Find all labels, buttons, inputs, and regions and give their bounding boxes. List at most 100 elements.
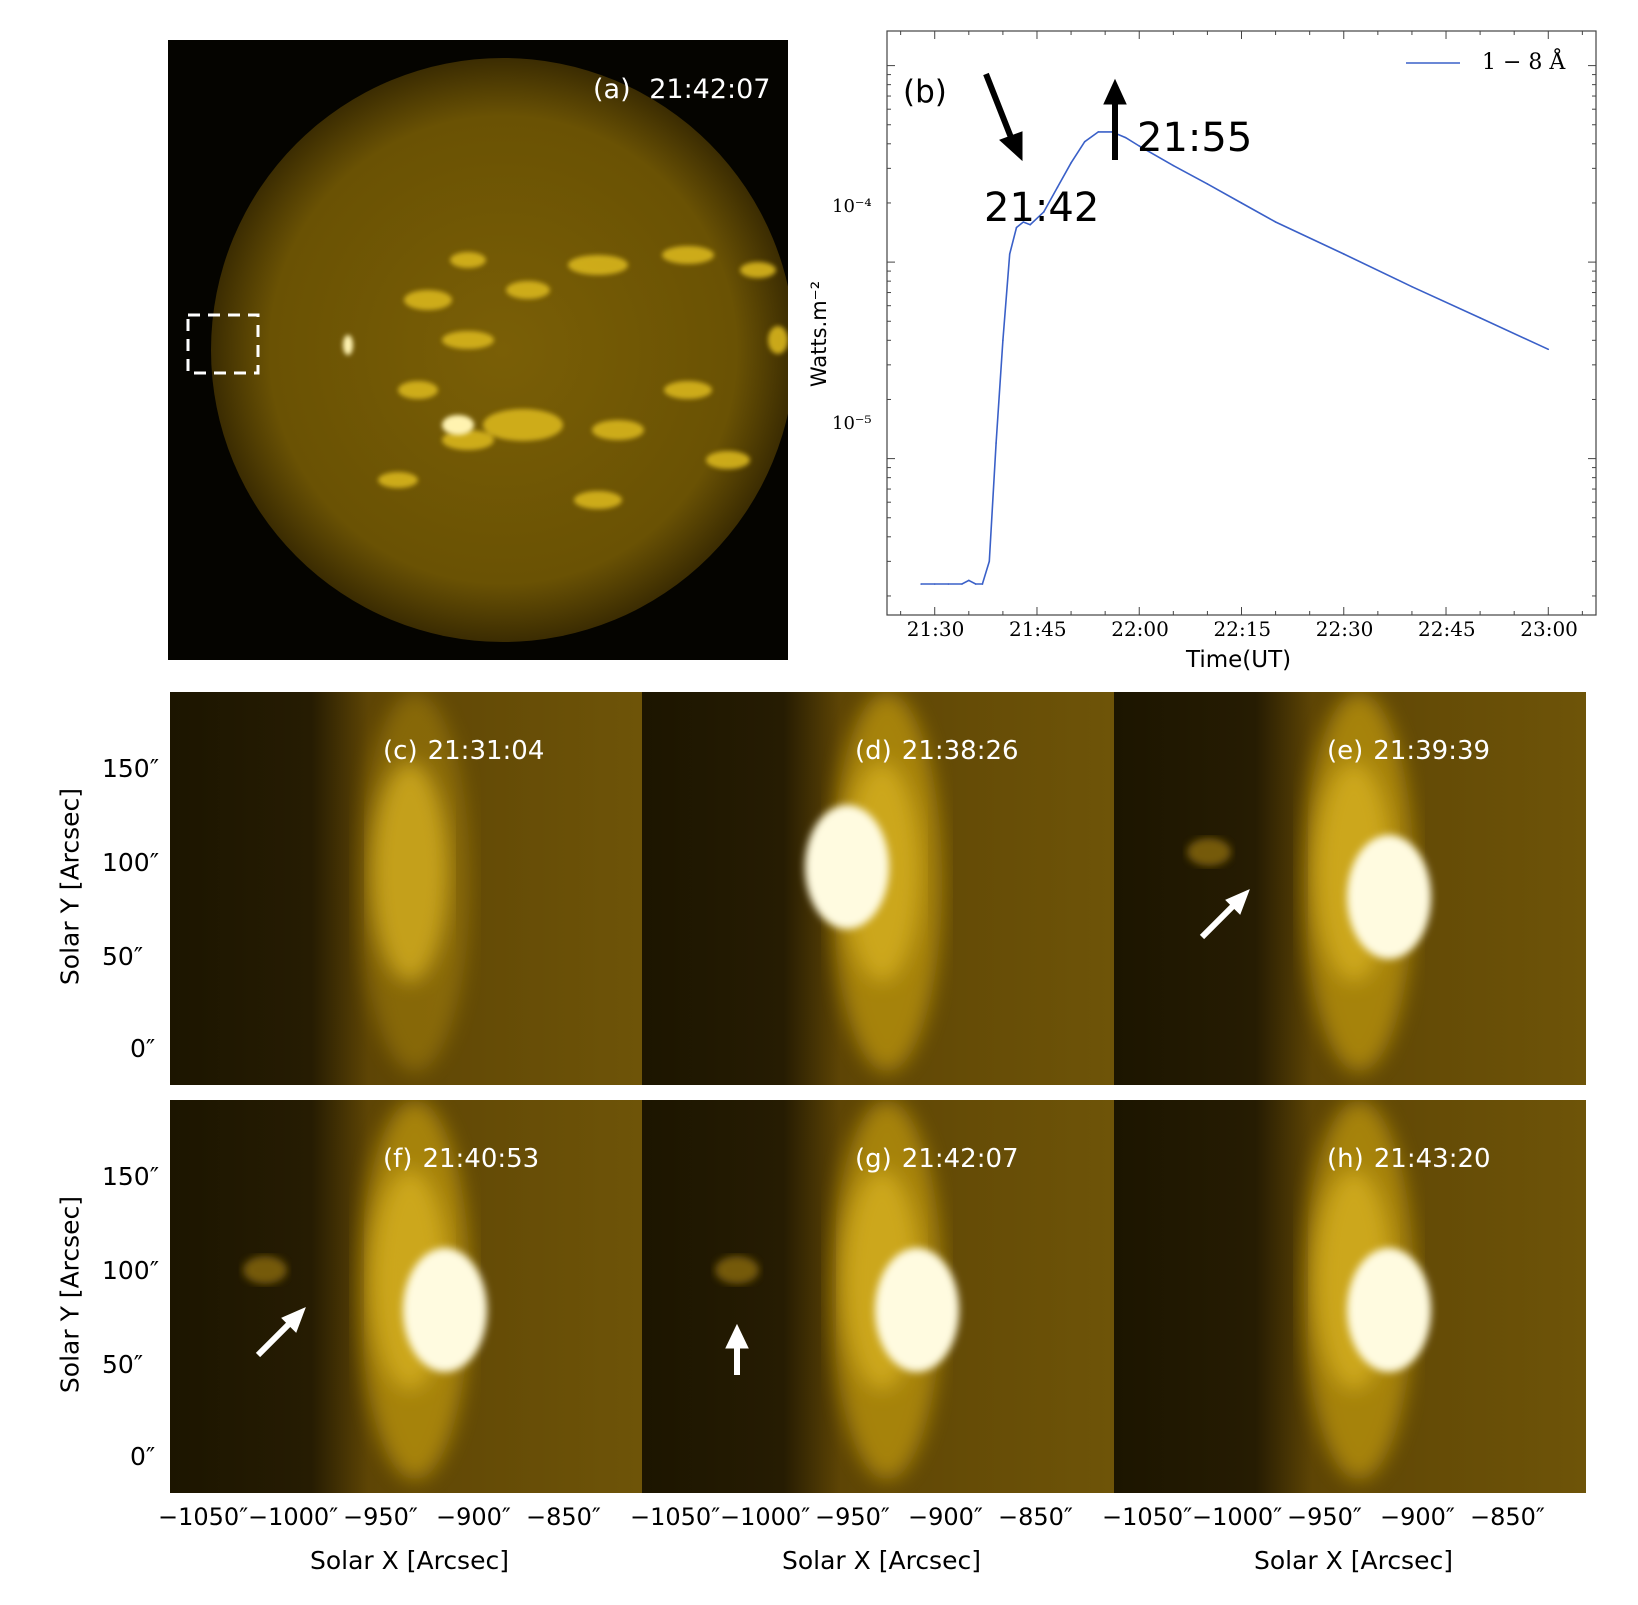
annotation-2155: 21:55 [1137, 115, 1253, 161]
cutout-image [1114, 692, 1586, 1085]
arrow-down-annotation [983, 72, 1023, 162]
annotation-2142: 21:42 [984, 185, 1100, 231]
cutout-time: 21:43:20 [1373, 1144, 1491, 1174]
white-arrow [255, 1307, 306, 1358]
x-tick-label: 23:00 [1520, 617, 1578, 641]
cutout-time: 21:39:39 [1373, 736, 1491, 766]
data-point [1008, 253, 1011, 255]
ejected-blob [715, 1256, 759, 1284]
solar-disk-svg [186, 58, 795, 642]
series-line-1-8A [921, 131, 1549, 585]
y-axis-label: Watts.m⁻² [807, 280, 832, 388]
x-axis-label: Solar X [Arcsec] [1254, 1546, 1453, 1575]
data-point [974, 583, 977, 585]
cutout-time: 21:31:04 [427, 736, 545, 766]
panel-b-label: (b) [903, 74, 947, 110]
flare-kernel [805, 805, 889, 929]
cutout-panel-g: (g) 21:42:07 [642, 1100, 1114, 1493]
panel-a-time: 21:42:07 [649, 74, 771, 105]
axis-ticks [887, 31, 1596, 615]
x-tick-label: 22:45 [1418, 617, 1476, 641]
data-point [920, 583, 922, 585]
x-tick-label: −950″ [815, 1503, 890, 1531]
data-point [1342, 253, 1345, 255]
data-point [968, 579, 970, 582]
y-tick-label: 0″ [130, 1442, 156, 1471]
flare-kernel [403, 1248, 487, 1372]
data-point [1022, 221, 1025, 223]
y-tick-label: 50″ [102, 1350, 144, 1379]
y-tick-label: 100″ [102, 1256, 160, 1285]
x-tick-label: −900″ [436, 1503, 511, 1531]
y-tick-label: 150″ [102, 1162, 160, 1191]
x-tick-label: −1000″ [1192, 1503, 1283, 1531]
ejected-blob [1187, 838, 1231, 866]
data-point [1083, 140, 1086, 143]
data-point [947, 583, 950, 585]
ytick-1e-4: 10⁻⁴ [832, 196, 872, 217]
cutout-label: (e) 21:39:39 [1327, 736, 1490, 766]
cutout-image [642, 692, 1114, 1085]
legend-label: 1 − 8 Å [1482, 50, 1566, 75]
data-point [1029, 223, 1031, 226]
panel-a-image [168, 40, 795, 660]
solar-disk [211, 58, 795, 642]
data-point [1097, 131, 1100, 133]
x-tick-label: −1000″ [720, 1503, 811, 1531]
x-tick-label: −900″ [908, 1503, 983, 1531]
x-axis-label: Time(UT) [1186, 647, 1292, 673]
x-axis-label: Solar X [Arcsec] [782, 1546, 981, 1575]
x-tick-label: −900″ [1380, 1503, 1455, 1531]
ejected-blob [243, 1256, 287, 1284]
data-point [1042, 211, 1045, 213]
cutout-label: (g) 21:42:07 [855, 1144, 1019, 1174]
cutout-panel-c: (c) 21:31:04 [170, 692, 642, 1085]
arrow-up-annotation [1103, 78, 1127, 160]
x-tick-label: −850″ [1470, 1503, 1545, 1531]
xray-light-curve-chart [886, 30, 1597, 616]
data-point [1138, 145, 1141, 147]
cutout-panel-d: (d) 21:38:26 [642, 692, 1114, 1085]
flare-kernel [875, 1248, 959, 1372]
data-point [1206, 183, 1209, 185]
panel-a-letter: (a) [593, 74, 631, 105]
flare-kernel [1347, 835, 1431, 959]
data-point [1002, 339, 1004, 342]
x-tick-label: −1000″ [248, 1503, 339, 1531]
cutout-image [642, 1100, 1114, 1493]
data-point [1274, 221, 1277, 223]
flare-kernel [1347, 1248, 1431, 1372]
data-point [1411, 285, 1413, 288]
data-point [1172, 164, 1175, 167]
x-tick-label: 22:30 [1315, 617, 1374, 641]
y-axis-label: Solar Y [Arcsec] [55, 787, 85, 986]
cutout-letter: (c) [383, 736, 418, 766]
cutout-time: 21:38:26 [901, 736, 1019, 766]
ytick-1e-5: 10⁻⁵ [832, 413, 872, 434]
cutout-time: 21:42:07 [901, 1144, 1019, 1174]
y-tick-label: 150″ [102, 754, 160, 783]
cutout-image [170, 1100, 642, 1493]
cutout-label: (d) 21:38:26 [855, 736, 1019, 766]
region-box [186, 313, 260, 375]
series-points [920, 131, 1550, 585]
cutout-letter: (e) [1327, 736, 1364, 766]
cutout-label: (h) 21:43:20 [1327, 1144, 1491, 1174]
cutout-letter: (d) [855, 736, 892, 766]
x-tick-label: −850″ [526, 1503, 601, 1531]
cutout-panel-h: (h) 21:43:20 [1114, 1100, 1586, 1493]
y-tick-label: 50″ [102, 942, 144, 971]
data-point [1070, 162, 1072, 164]
x-tick-label: −950″ [1287, 1503, 1362, 1531]
active-region-core [372, 762, 448, 982]
cutout-panel-e: (e) 21:39:39 [1114, 692, 1586, 1085]
white-arrow [725, 1323, 749, 1375]
x-tick-label: −1050″ [630, 1503, 721, 1531]
cutout-label: (f) 21:40:53 [383, 1144, 539, 1174]
cutout-letter: (h) [1327, 1144, 1364, 1174]
x-tick-label: −850″ [998, 1503, 1073, 1531]
x-tick-label: −1050″ [1102, 1503, 1193, 1531]
x-tick-label: 22:15 [1213, 617, 1272, 641]
data-point [1015, 226, 1018, 229]
cutout-image [170, 692, 642, 1085]
